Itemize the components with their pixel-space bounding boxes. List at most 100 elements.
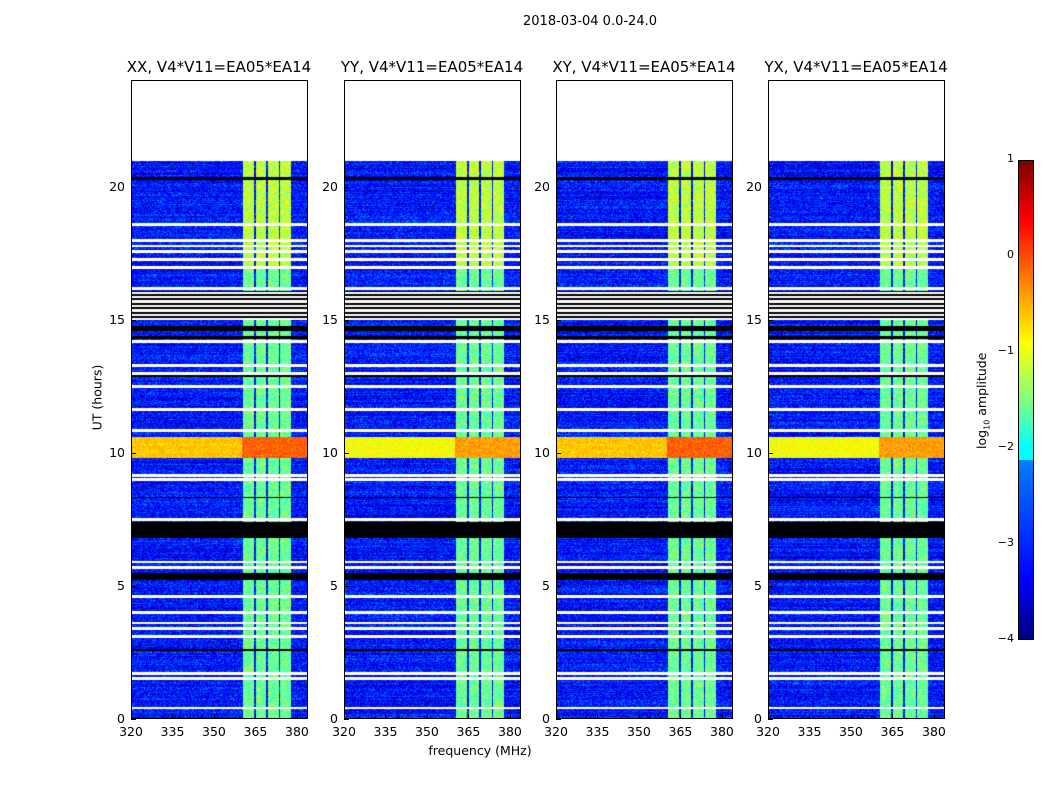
colorbar-tick-label: −2 xyxy=(997,440,1014,453)
x-tick-label: 350 xyxy=(202,724,226,739)
y-tick-mark xyxy=(131,186,136,188)
y-tick-mark xyxy=(344,719,349,720)
y-tick-mark xyxy=(131,585,136,587)
y-tick-label: 20 xyxy=(322,178,338,194)
x-tick-mark xyxy=(468,714,470,719)
y-tick-mark xyxy=(768,319,773,321)
heatmap xyxy=(769,81,944,718)
x-tick-mark xyxy=(131,714,132,719)
heatmap xyxy=(132,81,307,718)
x-tick-mark xyxy=(172,714,174,719)
x-tick-mark xyxy=(721,714,723,719)
y-tick-mark xyxy=(768,585,773,587)
y-tick-mark xyxy=(344,186,349,188)
y-tick-label: 20 xyxy=(746,178,762,194)
y-tick-label: 15 xyxy=(322,311,338,327)
x-tick-label: 335 xyxy=(160,724,185,739)
y-tick-label: 10 xyxy=(746,444,762,460)
colorbar xyxy=(1018,160,1034,640)
y-tick-label: 0 xyxy=(117,711,125,726)
x-tick-label: 365 xyxy=(243,724,268,739)
x-tick-label: 320 xyxy=(332,724,356,739)
heatmap xyxy=(345,81,520,718)
x-tick-label: 380 xyxy=(922,724,946,739)
colorbar-label: log10 amplitude xyxy=(973,352,992,449)
y-tick-label: 10 xyxy=(534,444,550,460)
y-tick-label: 5 xyxy=(330,577,338,593)
x-tick-label: 320 xyxy=(119,724,143,739)
x-tick-label: 350 xyxy=(839,724,863,739)
x-tick-mark xyxy=(426,714,428,719)
x-tick-mark xyxy=(933,714,935,719)
colorbar-tick-label: −3 xyxy=(997,536,1014,549)
y-tick-mark xyxy=(768,452,773,454)
x-tick-mark xyxy=(509,714,511,719)
x-tick-label: 320 xyxy=(756,724,780,739)
x-tick-label: 380 xyxy=(285,724,309,739)
x-tick-mark xyxy=(597,714,599,719)
y-tick-label: 15 xyxy=(746,311,762,327)
x-tick-label: 335 xyxy=(797,724,822,739)
x-tick-mark xyxy=(638,714,640,719)
x-tick-mark xyxy=(255,714,257,719)
y-tick-mark xyxy=(556,452,561,454)
y-tick-mark xyxy=(556,186,561,188)
x-tick-mark xyxy=(809,714,811,719)
y-tick-mark xyxy=(556,585,561,587)
x-tick-mark xyxy=(344,714,345,719)
x-tick-label: 350 xyxy=(627,724,651,739)
spectrogram-panel xyxy=(131,80,308,719)
y-tick-mark xyxy=(131,319,136,321)
x-tick-label: 380 xyxy=(498,724,522,739)
x-tick-label: 365 xyxy=(456,724,481,739)
y-tick-mark xyxy=(556,319,561,321)
spectrogram-panel xyxy=(556,80,733,719)
y-tick-mark xyxy=(556,719,561,720)
x-tick-mark xyxy=(385,714,387,719)
x-tick-label: 335 xyxy=(585,724,610,739)
x-tick-mark xyxy=(768,714,769,719)
x-tick-label: 380 xyxy=(710,724,734,739)
x-tick-mark xyxy=(213,714,215,719)
y-tick-label: 20 xyxy=(534,178,550,194)
y-tick-mark xyxy=(131,452,136,454)
y-tick-mark xyxy=(344,319,349,321)
colorbar-tick-label: −4 xyxy=(997,632,1014,645)
x-tick-label: 350 xyxy=(415,724,439,739)
y-tick-label: 5 xyxy=(542,577,550,593)
y-tick-label: 15 xyxy=(534,311,550,327)
x-tick-mark xyxy=(850,714,852,719)
spectrogram-panel xyxy=(768,80,945,719)
colorbar-tick-label: 1 xyxy=(1007,152,1014,165)
y-tick-label: 15 xyxy=(109,311,125,327)
heatmap xyxy=(557,81,732,718)
y-tick-mark xyxy=(344,452,349,454)
y-tick-mark xyxy=(344,585,349,587)
x-tick-mark xyxy=(680,714,682,719)
x-tick-label: 365 xyxy=(668,724,693,739)
y-tick-mark xyxy=(131,719,136,720)
y-tick-mark xyxy=(768,719,773,720)
x-tick-label: 365 xyxy=(880,724,905,739)
y-axis-label: UT (hours) xyxy=(89,364,105,431)
x-tick-label: 320 xyxy=(544,724,568,739)
y-tick-label: 10 xyxy=(109,444,125,460)
y-tick-label: 0 xyxy=(542,711,550,726)
y-tick-mark xyxy=(768,186,773,188)
x-tick-label: 335 xyxy=(373,724,398,739)
x-tick-mark xyxy=(556,714,557,719)
panel-title: YY, V4*V11=EA05*EA14 xyxy=(340,58,524,76)
panel-title: YX, V4*V11=EA05*EA14 xyxy=(764,58,948,76)
x-tick-mark xyxy=(892,714,894,719)
figure-title: 2018-03-04 0.0-24.0 xyxy=(523,14,657,29)
y-tick-label: 5 xyxy=(117,577,125,593)
spectrogram-panel xyxy=(344,80,521,719)
y-tick-label: 0 xyxy=(754,711,762,726)
y-tick-label: 20 xyxy=(109,178,125,194)
colorbar-tick-label: 0 xyxy=(1007,248,1014,261)
panel-title: XY, V4*V11=EA05*EA14 xyxy=(552,58,736,76)
x-axis-label: frequency (MHz) xyxy=(428,743,532,758)
y-tick-label: 0 xyxy=(330,711,338,726)
x-tick-mark xyxy=(296,714,298,719)
